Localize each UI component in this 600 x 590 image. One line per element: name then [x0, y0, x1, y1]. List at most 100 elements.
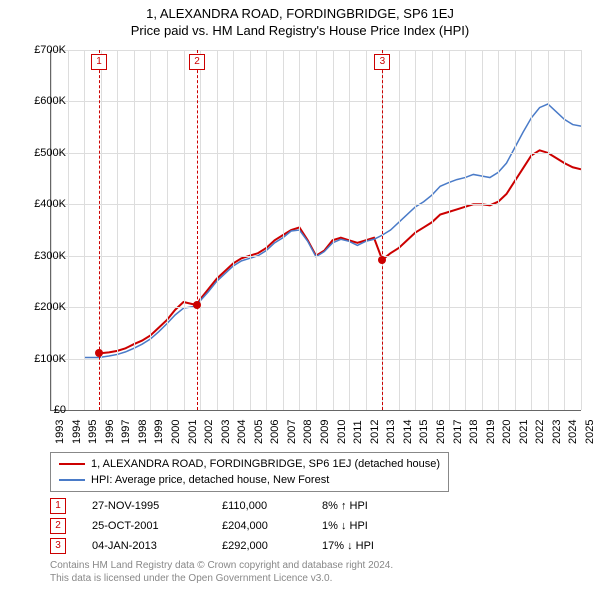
x-axis-label: 2002: [203, 420, 215, 444]
y-axis-label: £400K: [34, 198, 66, 210]
attribution-line1: Contains HM Land Registry data © Crown c…: [50, 560, 393, 573]
gridline-v: [449, 50, 450, 410]
x-axis-label: 2008: [302, 420, 314, 444]
gridline-v: [200, 50, 201, 410]
legend-label-price: 1, ALEXANDRA ROAD, FORDINGBRIDGE, SP6 1E…: [91, 458, 440, 470]
gridline-v: [316, 50, 317, 410]
x-axis-label: 2010: [336, 420, 348, 444]
chart-container: 1, ALEXANDRA ROAD, FORDINGBRIDGE, SP6 1E…: [0, 0, 600, 590]
x-axis-label: 1998: [137, 420, 149, 444]
gridline-v: [84, 50, 85, 410]
transaction-price: £110,000: [222, 500, 322, 512]
transaction-table: 1 27-NOV-1995£110,0008% ↑ HPI 2 25-OCT-2001…: [50, 496, 442, 556]
legend-item-hpi: HPI: Average price, detached house, New …: [59, 472, 440, 488]
x-axis-label: 2017: [452, 420, 464, 444]
gridline-v: [299, 50, 300, 410]
gridline-v: [117, 50, 118, 410]
x-axis-label: 2000: [170, 420, 182, 444]
transaction-marker: 2: [189, 54, 205, 70]
y-axis-label: £0: [54, 404, 66, 416]
x-axis-label: 1994: [71, 420, 83, 444]
x-axis-label: 2016: [435, 420, 447, 444]
x-axis-label: 2011: [352, 420, 364, 444]
y-axis-label: £200K: [34, 301, 66, 313]
x-axis-label: 2021: [518, 420, 530, 444]
x-axis-label: 1993: [54, 420, 66, 444]
legend-swatch-hpi: [59, 479, 85, 481]
gridline-v: [283, 50, 284, 410]
gridline-v: [415, 50, 416, 410]
gridline-v: [68, 50, 69, 410]
legend: 1, ALEXANDRA ROAD, FORDINGBRIDGE, SP6 1E…: [50, 452, 449, 492]
transaction-date: 04-JAN-2013: [92, 540, 222, 552]
gridline-v: [349, 50, 350, 410]
x-axis-label: 2023: [551, 420, 563, 444]
x-axis-label: 1999: [153, 420, 165, 444]
legend-item-price: 1, ALEXANDRA ROAD, FORDINGBRIDGE, SP6 1E…: [59, 456, 440, 472]
x-axis-label: 2005: [253, 420, 265, 444]
transaction-line: [197, 50, 198, 410]
gridline-v: [167, 50, 168, 410]
transaction-line: [382, 50, 383, 410]
attribution-line2: This data is licensed under the Open Gov…: [50, 573, 393, 586]
transaction-row-marker: 3: [50, 538, 66, 554]
transaction-marker: 3: [374, 54, 390, 70]
x-axis-label: 2024: [567, 420, 579, 444]
gridline-v: [432, 50, 433, 410]
transaction-dot: [95, 349, 103, 357]
transaction-hpi-diff: 17% ↓ HPI: [322, 540, 442, 552]
gridline-v: [366, 50, 367, 410]
x-axis-label: 2018: [468, 420, 480, 444]
x-axis-label: 1997: [120, 420, 132, 444]
transaction-marker: 1: [91, 54, 107, 70]
transaction-row-marker: 2: [50, 518, 66, 534]
y-axis-label: £600K: [34, 95, 66, 107]
x-axis-label: 1995: [87, 420, 99, 444]
x-axis-label: 2001: [187, 420, 199, 444]
x-axis-label: 2015: [418, 420, 430, 444]
transaction-row: 1 27-NOV-1995£110,0008% ↑ HPI: [50, 496, 442, 516]
x-axis-label: 2025: [584, 420, 596, 444]
x-axis-label: 2022: [534, 420, 546, 444]
x-axis-label: 2013: [385, 420, 397, 444]
x-axis-label: 2007: [286, 420, 298, 444]
gridline-v: [150, 50, 151, 410]
legend-label-hpi: HPI: Average price, detached house, New …: [91, 474, 329, 486]
y-axis-label: £300K: [34, 250, 66, 262]
gridline-v: [515, 50, 516, 410]
gridline-v: [465, 50, 466, 410]
legend-swatch-price: [59, 463, 85, 465]
gridline-v: [250, 50, 251, 410]
gridline-v: [233, 50, 234, 410]
gridline-v: [531, 50, 532, 410]
x-axis-label: 2003: [220, 420, 232, 444]
gridline-v: [581, 50, 582, 410]
series-line-price_paid: [99, 150, 581, 353]
attribution: Contains HM Land Registry data © Crown c…: [50, 560, 393, 585]
chart-subtitle: Price paid vs. HM Land Registry's House …: [0, 21, 600, 38]
plot-area: 1 2 3: [50, 50, 581, 411]
transaction-date: 25-OCT-2001: [92, 520, 222, 532]
gridline-v: [399, 50, 400, 410]
transaction-price: £292,000: [222, 540, 322, 552]
transaction-row-marker: 1: [50, 498, 66, 514]
gridline-v: [134, 50, 135, 410]
transaction-hpi-diff: 1% ↓ HPI: [322, 520, 442, 532]
transaction-row: 2 25-OCT-2001£204,0001% ↓ HPI: [50, 516, 442, 536]
gridline-v: [482, 50, 483, 410]
gridline-v: [564, 50, 565, 410]
transaction-hpi-diff: 8% ↑ HPI: [322, 500, 442, 512]
transaction-date: 27-NOV-1995: [92, 500, 222, 512]
gridline-v: [548, 50, 549, 410]
transaction-price: £204,000: [222, 520, 322, 532]
x-axis-label: 1996: [104, 420, 116, 444]
chart-title: 1, ALEXANDRA ROAD, FORDINGBRIDGE, SP6 1E…: [0, 0, 600, 21]
transaction-dot: [193, 301, 201, 309]
x-axis-label: 2019: [485, 420, 497, 444]
gridline-v: [498, 50, 499, 410]
x-axis-label: 2004: [236, 420, 248, 444]
gridline-v: [266, 50, 267, 410]
y-axis-label: £100K: [34, 353, 66, 365]
x-axis-label: 2009: [319, 420, 331, 444]
y-axis-label: £700K: [34, 44, 66, 56]
